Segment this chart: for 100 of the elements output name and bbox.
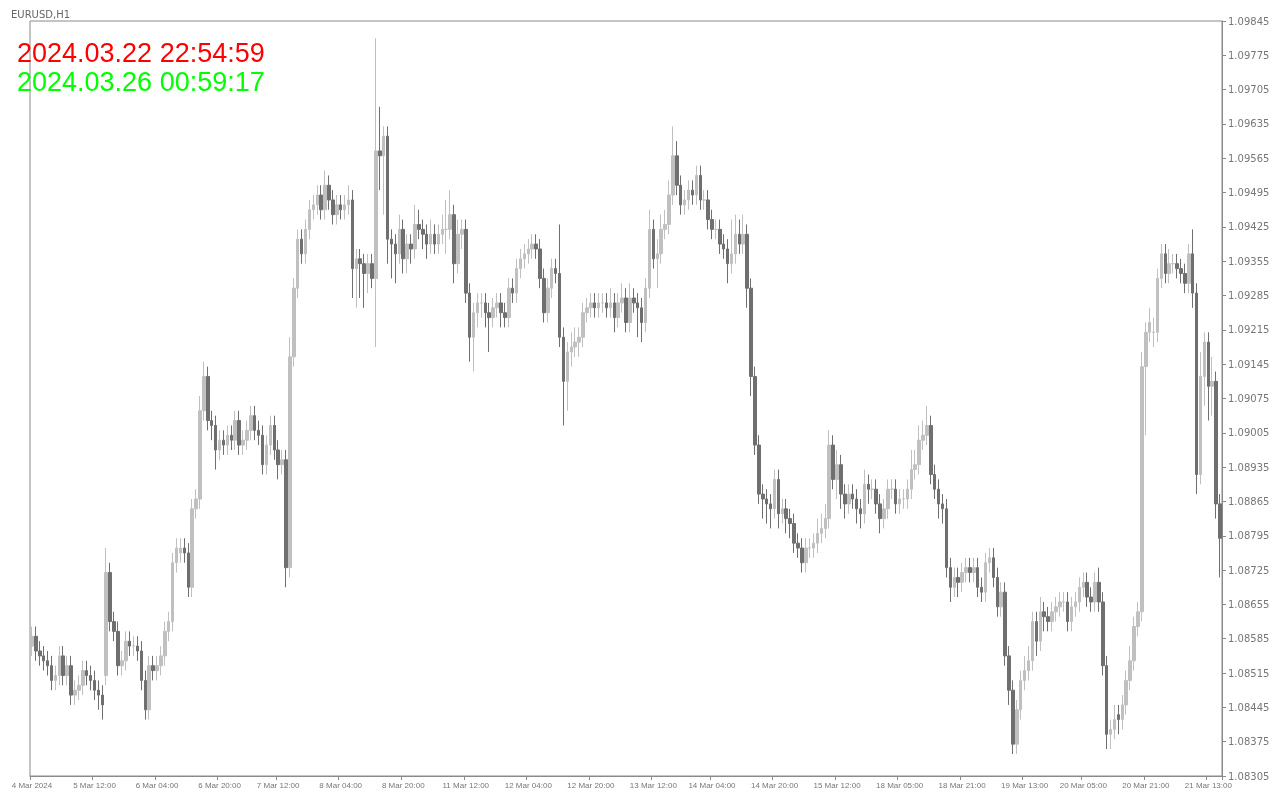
candlestick xyxy=(230,424,233,451)
y-tick-label: 1.09635 xyxy=(1228,118,1270,130)
x-tick-label: 19 Mar 13:00 xyxy=(1001,780,1049,790)
candlestick xyxy=(151,655,155,681)
x-tick-label: 14 Mar 04:00 xyxy=(688,780,737,790)
candlestick xyxy=(507,277,511,328)
candlestick xyxy=(953,567,956,598)
x-tick-label: 13 Mar 12:00 xyxy=(629,780,678,790)
candlestick xyxy=(1042,601,1046,632)
y-tick-label: 1.09215 xyxy=(1228,324,1270,336)
candlestick xyxy=(960,562,964,593)
candlestick xyxy=(968,557,972,583)
candlestick xyxy=(187,542,190,598)
y-tick-label: 1.08585 xyxy=(1228,633,1270,645)
candlestick xyxy=(691,179,694,206)
y-tick-label: 1.09145 xyxy=(1228,358,1270,370)
candlestick xyxy=(1093,572,1097,613)
candlestick xyxy=(382,125,385,216)
candlestick xyxy=(1167,248,1171,284)
candlestick xyxy=(702,189,706,211)
candlestick xyxy=(405,233,409,274)
candlestick xyxy=(999,581,1003,618)
candlestick xyxy=(433,223,436,255)
candlestick xyxy=(835,449,839,500)
candlestick xyxy=(452,204,456,284)
y-tick-label: 1.09775 xyxy=(1228,49,1270,61)
candlestick xyxy=(398,214,401,265)
candlestick xyxy=(741,214,745,255)
candlestick xyxy=(335,194,339,225)
candlestick xyxy=(1207,331,1210,422)
candlestick xyxy=(339,194,342,221)
candlestick xyxy=(597,292,600,319)
x-tick-label: 11 Mar 12:00 xyxy=(442,780,490,790)
candlestick xyxy=(894,478,897,515)
y-tick-label: 1.08305 xyxy=(1228,770,1270,782)
x-tick-label: 14 Mar 20:00 xyxy=(750,780,799,790)
candlestick xyxy=(104,547,108,686)
candlestick xyxy=(323,170,327,221)
candlestick xyxy=(73,679,77,706)
candlestick xyxy=(718,219,722,255)
x-tick-label: 8 Mar 04:00 xyxy=(319,780,363,790)
chart-title: EURUSD,H1 xyxy=(11,8,71,20)
x-tick-label: 12 Mar 20:00 xyxy=(567,780,615,790)
candlestick xyxy=(898,488,901,515)
y-tick-label: 1.09495 xyxy=(1228,187,1270,199)
y-tick-label: 1.08935 xyxy=(1228,461,1270,473)
candlestick xyxy=(499,292,503,328)
y-tick-label: 1.08655 xyxy=(1228,598,1270,610)
candlestick xyxy=(233,410,237,451)
x-tick-label: 12 Mar 04:00 xyxy=(504,780,553,790)
candlestick xyxy=(769,493,772,529)
candlestick xyxy=(636,292,639,338)
candlestick xyxy=(726,238,729,284)
candlestick xyxy=(781,498,784,525)
candlestick xyxy=(284,449,288,588)
candlestick xyxy=(601,292,604,314)
x-tick-label: 20 Mar 21:00 xyxy=(1122,780,1170,790)
candlestick xyxy=(65,655,69,686)
candlestick xyxy=(855,488,858,525)
candlestick xyxy=(628,282,632,333)
candlestick xyxy=(1039,596,1042,652)
y-tick-label: 1.08445 xyxy=(1228,701,1270,713)
candlestick xyxy=(613,292,616,333)
candlestick xyxy=(319,184,323,221)
candlestick xyxy=(956,567,960,598)
candlestick xyxy=(1050,601,1054,632)
candlestick xyxy=(984,552,987,603)
x-tick-label: 4 Mar 2024 xyxy=(11,780,53,790)
candlestick xyxy=(652,219,655,270)
candlestick xyxy=(816,518,819,554)
candlestick xyxy=(870,478,874,500)
x-tick-label: 18 Mar 21:00 xyxy=(938,780,987,790)
candlestick xyxy=(609,287,612,319)
y-tick-label: 1.08725 xyxy=(1228,564,1270,576)
candlestick xyxy=(394,233,397,284)
candlestick xyxy=(511,277,514,304)
candlestick xyxy=(792,513,796,554)
candlestick xyxy=(30,625,34,657)
candlestick xyxy=(370,253,374,289)
candlestick xyxy=(925,405,929,446)
candlestick xyxy=(1175,253,1179,279)
x-tick-label: 7 Mar 12:00 xyxy=(256,780,301,790)
candlestick xyxy=(589,292,593,319)
candlestick xyxy=(132,635,135,657)
candlestick xyxy=(1078,576,1081,613)
candlestick xyxy=(831,434,835,490)
candlestick xyxy=(1210,356,1214,417)
candlestick xyxy=(863,469,866,525)
candlestick xyxy=(355,248,358,309)
x-tick-label: 6 Mar 20:00 xyxy=(198,780,242,790)
candlestick xyxy=(280,449,284,475)
candlestick xyxy=(34,625,38,662)
candlestick xyxy=(42,645,45,672)
candlestick xyxy=(738,219,741,255)
candlestick xyxy=(1066,591,1069,632)
candlestick xyxy=(85,660,88,686)
annotation: 2024.03.26 00:59:17 xyxy=(17,66,265,97)
candlestick xyxy=(1085,572,1089,608)
candlestick xyxy=(1187,243,1191,294)
y-tick-label: 1.09425 xyxy=(1228,221,1270,233)
